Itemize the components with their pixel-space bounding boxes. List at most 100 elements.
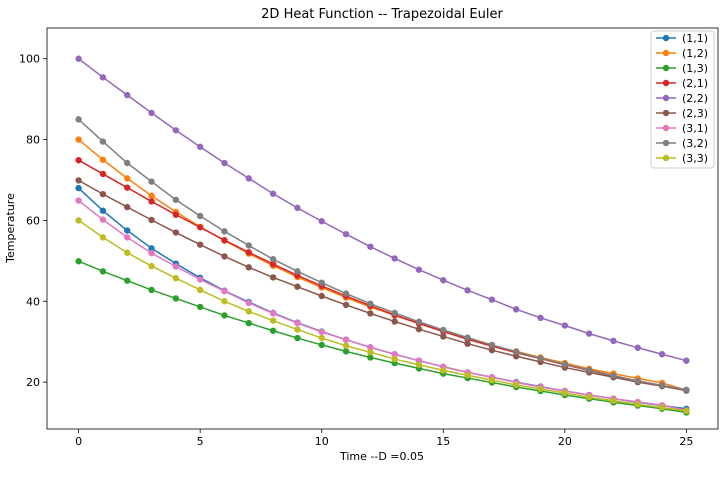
y-tick-label: 100 bbox=[19, 53, 40, 66]
data-point bbox=[75, 217, 82, 224]
data-point bbox=[124, 249, 131, 256]
x-tick-label: 0 bbox=[75, 435, 82, 448]
data-point bbox=[415, 266, 423, 273]
data-point bbox=[124, 227, 131, 234]
data-point bbox=[367, 348, 374, 356]
data-point bbox=[658, 404, 666, 411]
data-point bbox=[683, 357, 690, 364]
data-point bbox=[585, 330, 593, 337]
series-line bbox=[78, 118, 687, 391]
data-point bbox=[99, 234, 107, 241]
data-point bbox=[269, 327, 277, 334]
data-point bbox=[318, 334, 325, 342]
data-point bbox=[148, 192, 155, 199]
data-point bbox=[124, 203, 131, 211]
data-point bbox=[464, 287, 471, 294]
data-point bbox=[294, 334, 301, 342]
data-point bbox=[196, 224, 204, 231]
data-point bbox=[585, 393, 593, 401]
legend-swatch-marker bbox=[662, 34, 670, 42]
data-point bbox=[269, 260, 277, 268]
series-4 bbox=[75, 55, 690, 364]
y-tick-label: 40 bbox=[26, 295, 40, 308]
data-point bbox=[148, 245, 155, 252]
data-point bbox=[464, 372, 471, 379]
series-1 bbox=[75, 136, 690, 394]
plot-frame bbox=[46, 27, 719, 430]
series-6 bbox=[75, 197, 690, 414]
data-point bbox=[245, 308, 252, 315]
data-point bbox=[391, 351, 398, 358]
data-point bbox=[124, 184, 131, 191]
legend-label: (3,3) bbox=[682, 152, 708, 165]
data-point bbox=[196, 143, 204, 151]
chart-title: 2D Heat Function -- Trapezoidal Euler bbox=[261, 7, 503, 22]
data-point bbox=[537, 355, 544, 362]
data-point bbox=[221, 298, 228, 305]
data-point bbox=[367, 310, 374, 317]
data-point bbox=[610, 397, 617, 404]
data-point bbox=[148, 178, 155, 185]
data-point bbox=[634, 377, 641, 385]
data-point bbox=[415, 361, 423, 368]
legend-label: (3,2) bbox=[682, 137, 708, 150]
series-line bbox=[78, 138, 687, 391]
data-point bbox=[367, 243, 374, 250]
legend-label: (2,2) bbox=[682, 92, 708, 105]
legend-item: (3,2) bbox=[656, 137, 708, 150]
data-point bbox=[464, 334, 471, 341]
data-point bbox=[488, 376, 496, 384]
data-point bbox=[172, 196, 180, 203]
data-point bbox=[99, 216, 107, 223]
data-point bbox=[488, 341, 496, 349]
legend-label: (2,1) bbox=[682, 77, 708, 90]
data-point bbox=[221, 253, 228, 260]
data-point bbox=[172, 275, 180, 282]
data-point bbox=[610, 372, 617, 379]
legend-item: (1,2) bbox=[656, 47, 708, 60]
legend-item: (2,2) bbox=[656, 92, 708, 105]
data-point bbox=[124, 91, 131, 99]
data-point bbox=[245, 264, 252, 271]
data-point bbox=[342, 301, 350, 309]
data-point bbox=[221, 287, 228, 295]
x-axis: 0 5 10 15 20 25 bbox=[75, 429, 693, 448]
data-point bbox=[148, 262, 155, 270]
data-point bbox=[75, 258, 82, 265]
data-point bbox=[561, 322, 569, 329]
data-point bbox=[221, 228, 228, 235]
data-point bbox=[318, 279, 325, 286]
data-point bbox=[99, 74, 107, 81]
data-point bbox=[634, 344, 641, 351]
x-tick-label: 10 bbox=[315, 435, 329, 448]
data-point bbox=[294, 268, 301, 275]
data-point bbox=[464, 340, 471, 347]
legend-item: (1,3) bbox=[656, 62, 708, 75]
data-point bbox=[342, 348, 350, 355]
data-point bbox=[513, 353, 520, 360]
data-point bbox=[391, 255, 398, 262]
data-point bbox=[99, 156, 107, 163]
legend-label: (1,1) bbox=[682, 32, 708, 45]
data-point bbox=[148, 286, 155, 294]
legend-swatch-marker bbox=[662, 49, 670, 57]
legend-swatch-marker bbox=[662, 154, 670, 162]
data-point bbox=[634, 401, 641, 408]
data-point bbox=[537, 314, 544, 322]
legend-swatch-marker bbox=[662, 64, 670, 72]
data-point bbox=[99, 170, 107, 178]
data-point bbox=[294, 204, 301, 212]
data-point bbox=[513, 381, 520, 389]
data-point bbox=[367, 344, 374, 351]
y-tick-label: 80 bbox=[26, 134, 40, 147]
legend-item: (3,3) bbox=[656, 152, 708, 165]
series-8 bbox=[75, 217, 690, 415]
data-point bbox=[124, 159, 131, 167]
data-point bbox=[172, 211, 180, 218]
data-point bbox=[245, 299, 252, 307]
data-point bbox=[342, 290, 350, 297]
data-point bbox=[488, 296, 496, 303]
data-point bbox=[683, 386, 690, 393]
legend-swatch-marker bbox=[662, 79, 670, 87]
series-line bbox=[78, 260, 687, 414]
